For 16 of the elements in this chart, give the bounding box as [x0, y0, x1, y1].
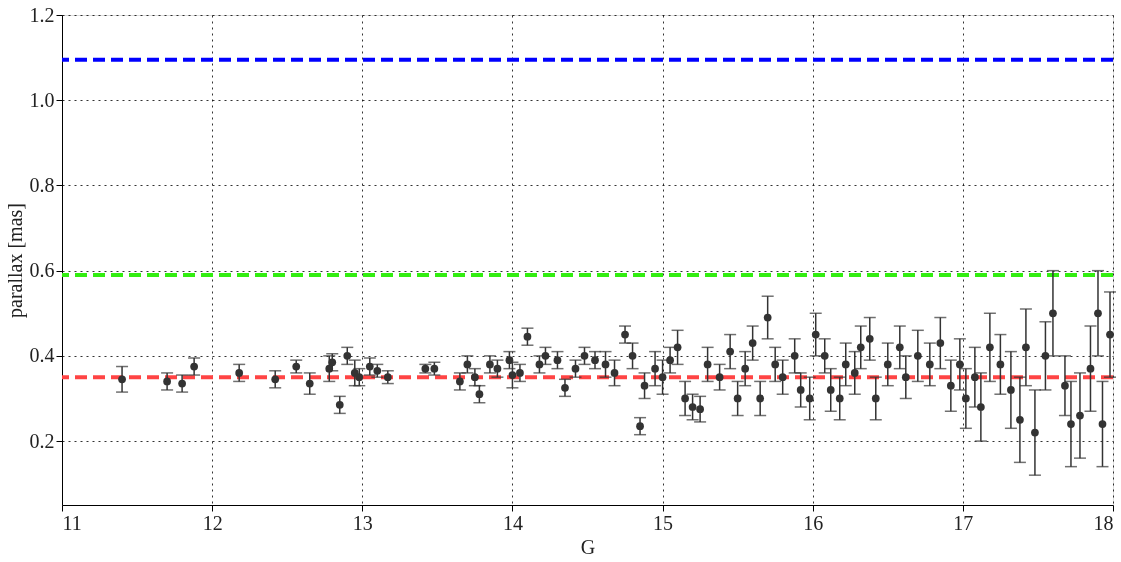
x-tick-label: 11	[62, 511, 82, 534]
x-tick-label: 16	[803, 511, 824, 534]
x-axis-title: G	[580, 535, 596, 558]
y-tick-label: 0.2	[29, 429, 55, 452]
x-tick-label: 13	[352, 511, 373, 534]
x-tick-label: 17	[953, 511, 974, 534]
y-axis-title: parallax [mas]	[3, 203, 27, 318]
x-tick-label: 14	[502, 511, 523, 534]
y-tick-label: 0.8	[29, 173, 55, 196]
y-tick-label: 0.6	[29, 259, 55, 282]
y-tick-label: 1.0	[29, 88, 55, 111]
x-tick-label: 12	[202, 511, 223, 534]
x-tick-label: 18	[1093, 511, 1114, 534]
y-tick-label: 0.4	[29, 344, 55, 367]
y-tick-label: 1.2	[29, 3, 55, 26]
x-tick-label: 15	[653, 511, 674, 534]
